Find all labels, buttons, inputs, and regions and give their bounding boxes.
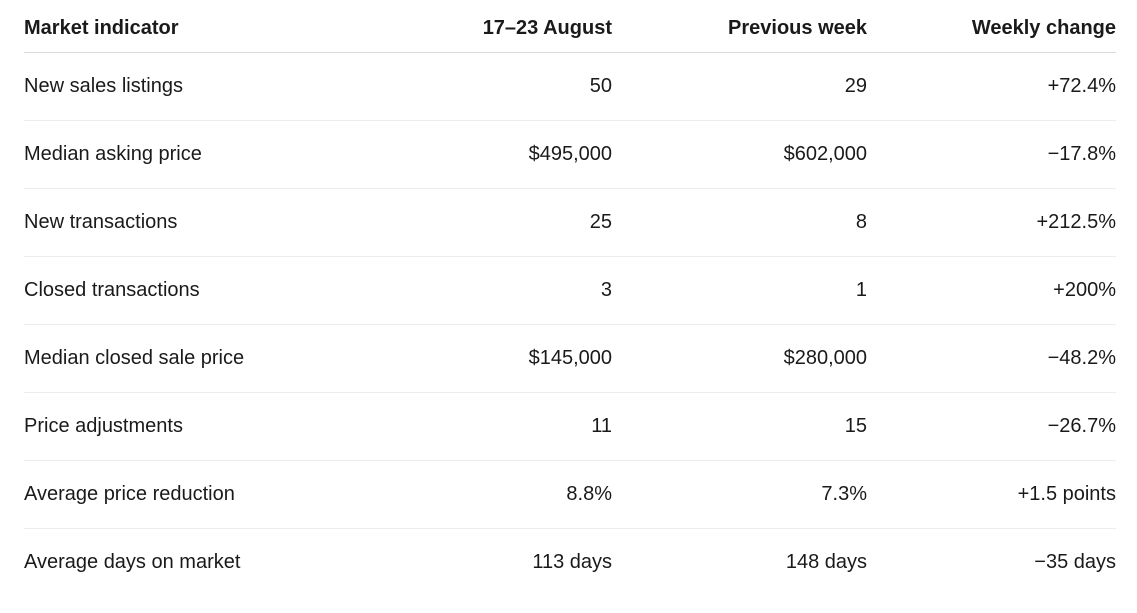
cell-current: $145,000 [364,324,612,393]
cell-current: 50 [364,52,612,121]
cell-previous: 15 [612,392,867,461]
cell-current: $495,000 [364,120,612,189]
cell-current: 8.8% [364,460,612,529]
table-row: Closed transactions 3 1 +200% [24,256,1116,325]
cell-change: +200% [867,256,1116,325]
cell-previous: $602,000 [612,120,867,189]
cell-current: 25 [364,188,612,257]
cell-previous: 8 [612,188,867,257]
table-row: Median asking price $495,000 $602,000 −1… [24,120,1116,189]
cell-previous: 148 days [785,550,867,573]
cell-indicator: Price adjustments [24,392,364,461]
cell-previous: 29 [612,52,867,121]
table-row: Average price reduction 8.8% 7.3% +1.5 p… [24,460,1116,529]
cell-previous: 7.3% [612,460,867,529]
market-indicators-table: Market indicator 17–23 August Previous w… [24,0,1116,596]
table-header: Market indicator 17–23 August Previous w… [24,0,1116,53]
header-market-indicator: Market indicator [24,0,364,53]
table-row: New sales listings 50 29 +72.4% [24,52,1116,121]
cell-change: −17.8% [867,120,1116,189]
header-previous-week: Previous week [612,0,867,53]
cell-previous: $280,000 [612,324,867,393]
cell-change: +212.5% [867,188,1116,257]
cell-indicator: New sales listings [24,52,364,121]
cell-indicator: Average days on market [24,550,241,573]
cell-indicator: Median closed sale price [24,324,364,393]
cell-change: −48.2% [867,324,1116,393]
table-row: Average days on market 113 days 148 days… [24,528,1116,596]
cell-indicator: Closed transactions [24,256,364,325]
cell-change: −26.7% [867,392,1116,461]
cell-current: 113 days [532,550,612,573]
cell-indicator: Average price reduction [24,460,364,529]
header-row: Market indicator 17–23 August Previous w… [24,0,1116,53]
table-row: Price adjustments 11 15 −26.7% [24,392,1116,461]
cell-change: +1.5 points [867,460,1116,529]
cell-previous: 1 [612,256,867,325]
cell-indicator: New transactions [24,188,364,257]
table-row: New transactions 25 8 +212.5% [24,188,1116,257]
cell-change: +72.4% [867,52,1116,121]
market-indicators-table-wrapper: Market indicator 17–23 August Previous w… [24,0,1116,596]
cell-change: −35 days [1034,550,1116,573]
header-weekly-change: Weekly change [867,0,1116,53]
cell-current: 3 [364,256,612,325]
cell-indicator: Median asking price [24,120,364,189]
cell-current: 11 [364,392,612,461]
table-body: New sales listings 50 29 +72.4% Median a… [24,52,1116,596]
header-current-week: 17–23 August [364,0,612,53]
table-row: Median closed sale price $145,000 $280,0… [24,324,1116,393]
